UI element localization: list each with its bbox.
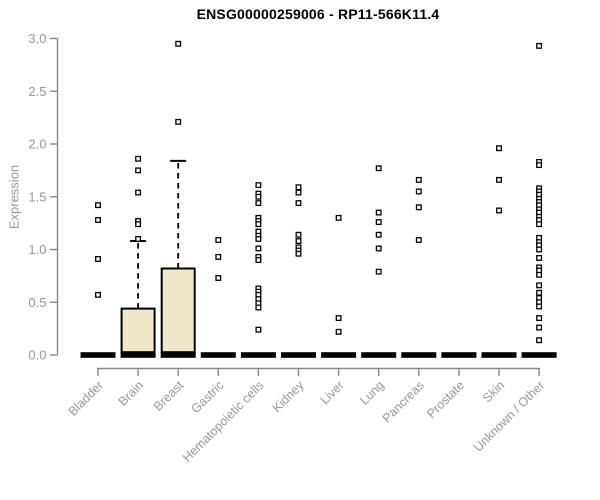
outlier-point xyxy=(536,221,543,228)
x-tick-label: Unknown / Other xyxy=(471,378,547,454)
outlier-point xyxy=(175,118,182,125)
y-tick-label: 2.0 xyxy=(28,137,46,152)
outlier-point xyxy=(536,271,543,278)
median-bar xyxy=(321,352,357,358)
median-bar xyxy=(481,352,517,358)
outlier-point xyxy=(255,200,262,207)
outlier-point xyxy=(295,184,302,191)
outlier-point xyxy=(536,162,543,169)
x-tick-label: Skin xyxy=(480,378,507,405)
outlier-point xyxy=(415,188,422,195)
outlier-point xyxy=(215,237,222,243)
outlier-point xyxy=(135,221,142,228)
median-bar xyxy=(200,352,236,358)
box-iqr xyxy=(160,267,196,354)
outlier-point xyxy=(335,328,342,335)
y-tick-label: 1.0 xyxy=(28,242,46,257)
outlier-point xyxy=(375,209,382,216)
outlier-point xyxy=(215,275,222,281)
x-tick-label: Pancreas xyxy=(380,378,427,425)
median-bar xyxy=(361,352,397,358)
outlier-point xyxy=(255,304,262,311)
outlier-point xyxy=(536,337,543,344)
outlier-point xyxy=(295,238,302,245)
y-tick-label: 2.5 xyxy=(28,84,46,99)
outlier-point xyxy=(135,155,142,162)
outlier-point xyxy=(375,268,382,275)
x-tick-label: Lung xyxy=(357,378,387,408)
outlier-point xyxy=(536,246,543,253)
x-tick-label: Prostate xyxy=(424,378,467,421)
median-bar xyxy=(80,352,116,358)
outlier-point xyxy=(135,189,142,196)
outlier-point xyxy=(95,202,101,209)
x-tick-label: Liver xyxy=(318,378,347,407)
outlier-point xyxy=(295,250,302,257)
chart-title: ENSG00000259006 - RP11-566K11.4 xyxy=(196,6,440,22)
outlier-point xyxy=(255,245,262,252)
outlier-point xyxy=(415,176,422,183)
x-tick-label: Bladder xyxy=(66,378,106,418)
outlier-point xyxy=(95,291,101,298)
x-tick-label: Breast xyxy=(151,378,187,414)
outlier-point xyxy=(536,42,543,49)
outlier-point xyxy=(375,245,382,252)
y-tick-label: 0.5 xyxy=(28,295,46,310)
outlier-point xyxy=(215,253,222,260)
outlier-point xyxy=(496,176,502,183)
median-bar xyxy=(281,352,316,358)
outlier-point xyxy=(295,231,302,238)
x-tick-label: Gastric xyxy=(189,378,227,416)
outlier-point xyxy=(375,219,382,226)
outlier-point xyxy=(255,182,262,189)
median-bar xyxy=(240,352,276,358)
y-tick-label: 3.0 xyxy=(28,31,46,46)
outlier-point xyxy=(175,40,182,47)
outlier-point xyxy=(536,315,543,322)
outlier-point xyxy=(255,257,262,263)
outlier-point xyxy=(536,282,543,289)
outlier-point xyxy=(255,221,262,228)
y-tick-label: 1.5 xyxy=(28,189,46,204)
outlier-point xyxy=(536,324,543,331)
x-tick-label: Kidney xyxy=(270,378,307,415)
outlier-point xyxy=(295,189,302,196)
median-bar xyxy=(160,352,196,358)
outlier-point xyxy=(135,235,142,242)
outlier-point xyxy=(496,207,502,214)
outlier-point xyxy=(415,237,422,243)
outlier-point xyxy=(255,193,262,200)
outlier-point xyxy=(335,214,342,221)
outlier-point xyxy=(496,145,502,152)
median-bar xyxy=(120,352,156,358)
box-iqr xyxy=(120,307,156,354)
outlier-point xyxy=(335,315,342,322)
outlier-point xyxy=(255,235,262,242)
outlier-point xyxy=(375,231,382,238)
median-bar xyxy=(521,352,557,358)
outlier-point xyxy=(375,165,382,172)
outlier-point xyxy=(536,289,543,296)
y-tick-label: 0.0 xyxy=(28,348,46,363)
outlier-point xyxy=(95,256,101,262)
outlier-point xyxy=(255,326,262,333)
outlier-point xyxy=(135,167,142,174)
x-tick-label: Brain xyxy=(116,378,147,409)
median-bar xyxy=(441,352,477,358)
outlier-point xyxy=(536,254,543,261)
outlier-point xyxy=(295,200,302,207)
outlier-point xyxy=(95,217,101,223)
median-bar xyxy=(401,352,437,358)
outlier-point xyxy=(415,204,422,211)
outlier-point xyxy=(536,303,543,310)
